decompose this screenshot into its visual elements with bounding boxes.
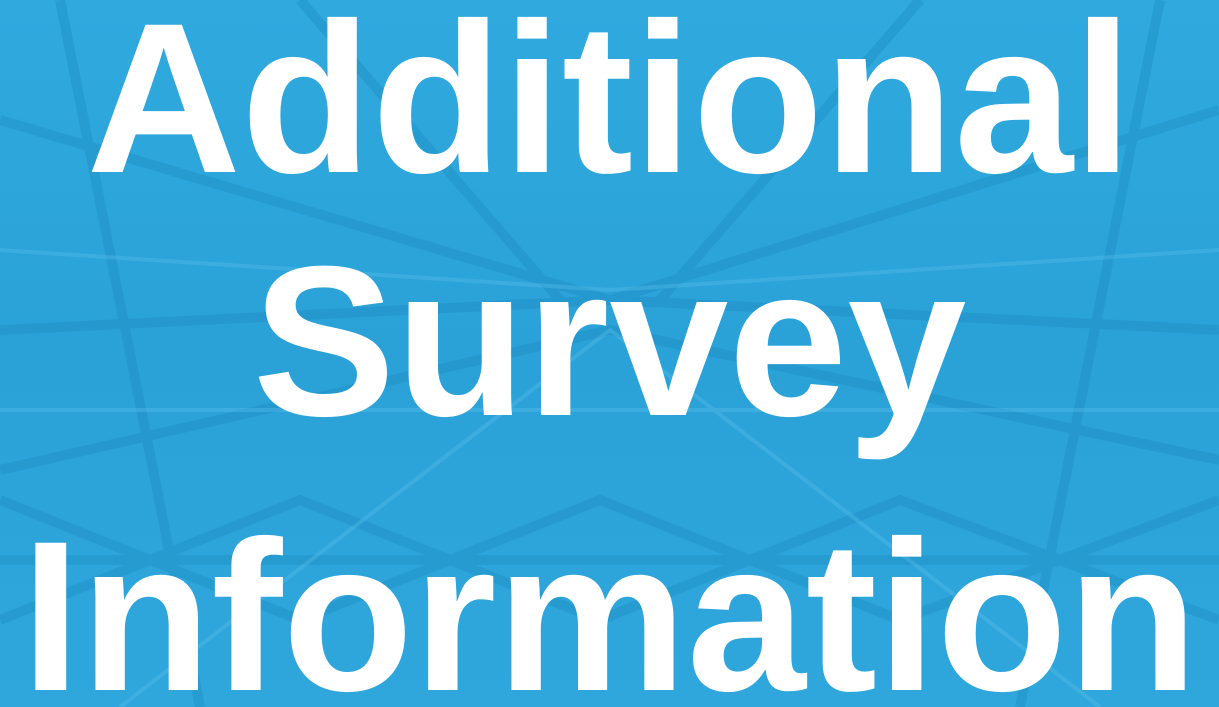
title-line: Information xyxy=(21,497,1198,707)
title-line: Survey xyxy=(253,222,967,461)
page: {"slide": {"title_lines": ["Additional",… xyxy=(0,0,1219,707)
title-line: Additional xyxy=(86,0,1132,218)
slide: Additional Survey Information xyxy=(0,0,1219,707)
